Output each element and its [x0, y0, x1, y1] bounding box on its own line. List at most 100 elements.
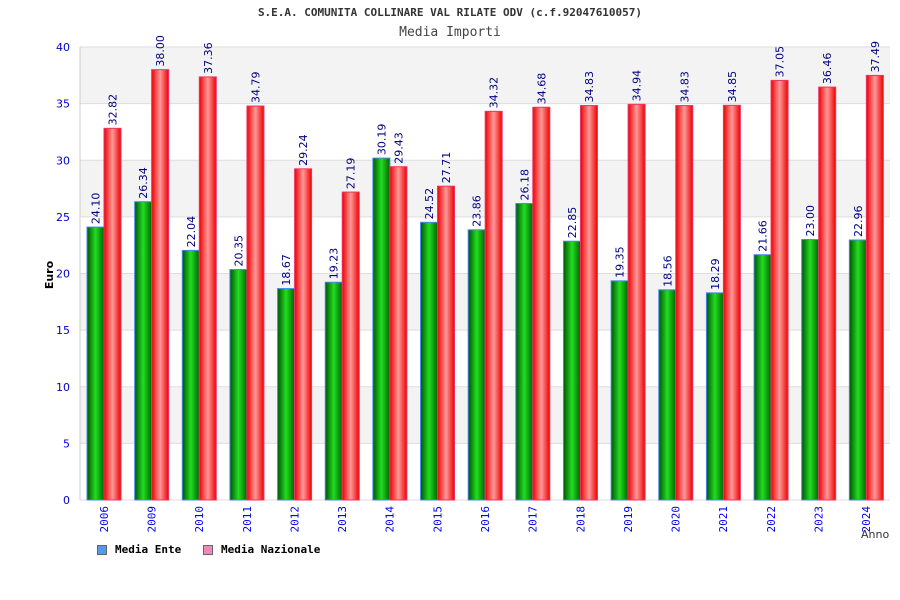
data-label: 37.05 — [774, 46, 787, 78]
bar-media-ente — [705, 292, 724, 501]
data-label: 27.71 — [440, 152, 453, 184]
data-label: 36.46 — [821, 53, 834, 85]
bar-media-ente — [86, 226, 105, 501]
chart-title: S.E.A. COMUNITA COLLINARE VAL RILATE ODV… — [257, 6, 643, 19]
data-label: 22.04 — [185, 216, 198, 248]
data-label: 34.68 — [535, 73, 548, 105]
data-label: 34.85 — [726, 71, 739, 103]
y-tick-label: 20 — [56, 268, 70, 281]
data-label: 27.19 — [345, 158, 358, 190]
bar-media-nazionale — [151, 69, 170, 501]
data-label: 29.24 — [297, 134, 310, 166]
x-tick-label: 2022 — [765, 506, 778, 533]
data-label: 18.67 — [280, 254, 293, 286]
y-tick-label: 40 — [56, 41, 70, 54]
bar-media-ente — [467, 229, 486, 501]
x-tick-label: 2010 — [193, 506, 206, 533]
x-tick-label: 2021 — [717, 506, 730, 533]
bar-media-nazionale — [198, 76, 217, 501]
data-label: 38.00 — [154, 35, 167, 67]
data-label: 22.85 — [566, 207, 579, 239]
data-label: 19.23 — [328, 248, 341, 280]
bar-media-ente — [134, 201, 153, 501]
bar-media-nazionale — [818, 86, 837, 501]
bar-media-nazionale — [722, 104, 741, 501]
x-tick-label: 2023 — [813, 506, 826, 533]
data-label: 18.29 — [709, 258, 722, 290]
data-label: 34.32 — [488, 77, 501, 109]
bar-media-nazionale — [675, 105, 694, 501]
data-label: 37.36 — [202, 42, 215, 74]
data-label: 18.56 — [661, 255, 674, 287]
data-label: 22.96 — [852, 205, 865, 237]
x-tick-label: 2024 — [860, 506, 873, 533]
bar-media-ente — [229, 269, 248, 501]
y-tick-label: 35 — [56, 98, 70, 111]
bar-media-nazionale — [103, 127, 122, 501]
bar-media-nazionale — [246, 105, 265, 501]
data-label: 34.83 — [678, 71, 691, 103]
data-label: 34.83 — [583, 71, 596, 103]
bar-media-ente — [753, 254, 772, 501]
bar-media-nazionale — [389, 166, 408, 501]
data-label: 26.34 — [137, 167, 150, 199]
y-tick-label: 15 — [56, 324, 70, 337]
data-label: 34.94 — [631, 70, 644, 102]
bar-media-ente — [658, 289, 677, 501]
x-tick-label: 2017 — [527, 506, 540, 533]
data-label: 29.43 — [392, 132, 405, 164]
data-label: 20.35 — [232, 235, 245, 266]
bar-media-ente — [562, 240, 581, 501]
bar-media-nazionale — [579, 105, 598, 501]
x-tick-label: 2012 — [288, 506, 301, 533]
bar-media-ente — [515, 203, 534, 501]
bar-media-ente — [610, 280, 629, 501]
bar-media-ente — [801, 239, 820, 501]
legend-item-media-ente: Media Ente — [97, 543, 181, 556]
bar-media-ente — [420, 221, 439, 501]
y-tick-label: 10 — [56, 381, 70, 394]
x-tick-label: 2018 — [574, 506, 587, 533]
data-label: 37.49 — [869, 41, 882, 73]
bar-media-ente — [181, 249, 200, 501]
legend-item-media-nazionale: Media Nazionale — [203, 543, 320, 556]
x-axis-label: Anno — [861, 528, 889, 541]
legend-label: Media Ente — [115, 543, 182, 556]
bar-media-nazionale — [341, 191, 360, 501]
x-tick-label: 2009 — [145, 506, 158, 533]
legend-swatch — [97, 544, 107, 555]
data-label: 26.18 — [518, 169, 531, 201]
data-label: 32.82 — [107, 94, 120, 126]
data-label: 23.00 — [804, 205, 817, 237]
y-tick-label: 30 — [56, 154, 70, 167]
data-label: 24.10 — [90, 193, 103, 225]
data-label: 30.19 — [375, 124, 388, 156]
bar-media-ente — [277, 288, 296, 501]
bar-media-nazionale — [770, 79, 789, 501]
x-tick-label: 2016 — [479, 506, 492, 533]
y-tick-label: 5 — [63, 437, 70, 450]
bar-media-nazionale — [437, 185, 456, 501]
data-label: 21.66 — [757, 220, 770, 252]
legend-label: Media Nazionale — [221, 543, 321, 556]
legend-swatch — [203, 544, 213, 555]
x-tick-label: 2019 — [622, 506, 635, 533]
data-label: 24.52 — [423, 188, 436, 220]
data-label: 19.35 — [614, 246, 627, 278]
x-tick-label: 2011 — [241, 506, 254, 533]
bar-media-nazionale — [294, 168, 313, 501]
x-tick-label: 2014 — [384, 506, 397, 533]
x-tick-label: 2015 — [431, 506, 444, 533]
bar-media-ente — [372, 157, 391, 501]
chart-subtitle: Media Importi — [399, 25, 501, 40]
bar-media-nazionale — [484, 110, 503, 501]
bar-media-ente — [324, 281, 343, 501]
bar-media-nazionale — [865, 74, 884, 501]
data-label: 23.86 — [471, 195, 484, 227]
bar-media-nazionale — [627, 103, 646, 501]
x-tick-label: 2013 — [336, 506, 349, 533]
x-tick-label: 2020 — [670, 506, 683, 533]
bar-media-nazionale — [532, 106, 551, 501]
